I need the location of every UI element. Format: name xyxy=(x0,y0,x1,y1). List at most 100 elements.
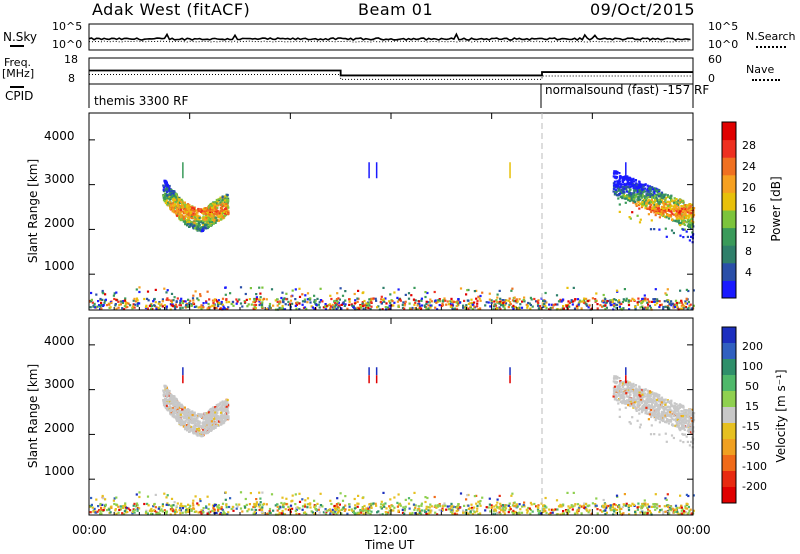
echo-cell xyxy=(305,307,308,310)
echo-cell xyxy=(183,410,186,413)
echo-cell xyxy=(117,300,120,303)
echo-cell xyxy=(664,198,667,201)
echo-cell xyxy=(235,298,238,301)
echo-cell xyxy=(259,292,262,295)
echo-cell xyxy=(685,426,688,429)
echo-cell xyxy=(628,216,631,219)
echo-cell xyxy=(153,304,156,307)
echo-cell xyxy=(616,387,620,390)
echo-cell xyxy=(645,513,648,516)
echo-cell xyxy=(618,305,621,308)
echo-cell xyxy=(634,186,637,189)
echo-cell xyxy=(195,227,198,230)
echo-cell xyxy=(455,308,459,311)
echo-cell xyxy=(626,178,629,181)
echo-cell xyxy=(631,181,634,184)
echo-cell xyxy=(539,512,542,515)
echo-cell xyxy=(210,420,213,423)
echo-cell xyxy=(333,299,336,303)
echo-cell xyxy=(691,203,694,206)
echo-cell xyxy=(173,194,176,197)
echo-cell xyxy=(634,512,637,515)
echo-cell xyxy=(656,204,659,207)
echo-cell xyxy=(124,301,128,304)
echo-cell xyxy=(195,225,198,228)
echo-cell xyxy=(612,389,616,392)
echo-cell xyxy=(175,403,178,406)
echo-cell xyxy=(201,208,204,211)
echo-cell xyxy=(564,304,568,307)
echo-cell xyxy=(556,303,559,306)
echo-cell xyxy=(658,201,661,204)
echo-cell xyxy=(180,217,183,220)
echo-cell xyxy=(634,398,637,401)
echo-cell xyxy=(331,303,334,306)
echo-cell xyxy=(630,198,633,201)
echo-cell xyxy=(95,498,98,501)
echo-cell xyxy=(285,298,288,301)
echo-cell xyxy=(679,289,682,292)
echo-cell xyxy=(131,512,134,515)
echo-cell xyxy=(174,417,178,420)
echo-cell xyxy=(284,303,287,306)
echo-cell xyxy=(647,201,651,204)
echo-cell xyxy=(580,307,583,310)
echo-cell xyxy=(296,506,299,509)
echo-cell xyxy=(150,305,154,308)
echo-cell xyxy=(175,401,178,404)
echo-cell xyxy=(459,287,463,290)
echo-cell xyxy=(216,212,220,215)
echo-cell xyxy=(667,200,670,203)
echo-cell xyxy=(621,196,624,199)
echo-cell xyxy=(604,298,607,301)
echo-cell xyxy=(624,402,627,405)
echo-cell xyxy=(662,406,665,409)
echo-cell xyxy=(220,212,223,215)
echo-cell xyxy=(218,212,221,215)
echo-cell xyxy=(670,409,673,412)
echo-cell xyxy=(677,420,681,423)
echo-cell xyxy=(298,295,302,298)
echo-cell xyxy=(429,304,432,307)
echo-cell xyxy=(681,425,684,428)
echo-cell xyxy=(164,180,168,183)
echo-cell xyxy=(690,235,693,238)
echo-cell xyxy=(576,298,580,301)
echo-cell xyxy=(680,404,683,407)
echo-cell xyxy=(207,216,210,219)
echo-cell xyxy=(687,216,690,219)
echo-cell xyxy=(155,307,158,310)
echo-cell xyxy=(624,390,627,393)
echo-cell xyxy=(642,184,645,187)
echo-cell xyxy=(272,304,275,307)
echo-cell xyxy=(186,425,189,429)
echo-cell xyxy=(681,303,684,306)
echo-cell xyxy=(380,500,383,503)
echo-cell xyxy=(278,308,281,311)
echo-cell xyxy=(619,185,623,188)
echo-cell xyxy=(663,399,666,402)
echo-cell xyxy=(502,305,505,308)
echo-cell xyxy=(638,180,641,183)
echo-cell xyxy=(651,186,654,189)
echo-cell xyxy=(174,193,177,196)
echo-cell xyxy=(304,300,307,303)
power-scatter xyxy=(89,162,696,311)
echo-cell xyxy=(165,199,168,202)
echo-cell xyxy=(518,298,521,301)
echo-cell xyxy=(653,405,656,408)
echo-cell xyxy=(685,221,688,224)
echo-cell xyxy=(124,502,127,505)
echo-cell xyxy=(511,306,514,309)
echo-cell xyxy=(621,180,624,183)
echo-cell xyxy=(193,213,197,216)
echo-cell xyxy=(618,183,621,186)
echo-cell xyxy=(427,512,430,515)
echo-cell xyxy=(632,196,635,199)
echo-cell xyxy=(171,209,174,212)
echo-cell xyxy=(587,306,590,309)
echo-cell xyxy=(691,225,694,228)
echo-cell xyxy=(660,196,663,199)
echo-cell xyxy=(192,207,196,210)
echo-cell xyxy=(633,406,637,409)
